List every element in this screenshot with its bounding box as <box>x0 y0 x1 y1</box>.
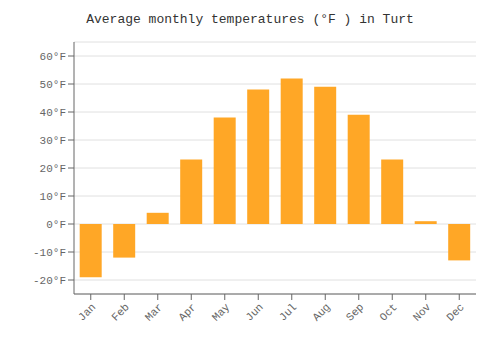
svg-text:20°F: 20°F <box>40 163 66 175</box>
svg-text:Dec: Dec <box>444 301 466 323</box>
svg-text:30°F: 30°F <box>40 135 66 147</box>
svg-text:Aug: Aug <box>310 301 332 323</box>
svg-text:Jan: Jan <box>76 301 98 323</box>
svg-text:Feb: Feb <box>109 301 131 323</box>
svg-text:60°F: 60°F <box>40 51 66 63</box>
svg-text:40°F: 40°F <box>40 107 66 119</box>
svg-text:Jul: Jul <box>277 301 299 323</box>
svg-text:-10°F: -10°F <box>33 247 66 259</box>
svg-text:Nov: Nov <box>411 301 434 324</box>
svg-text:May: May <box>210 301 233 324</box>
svg-text:Sep: Sep <box>344 301 366 323</box>
svg-text:-20°F: -20°F <box>33 275 66 287</box>
svg-text:Oct: Oct <box>377 301 399 323</box>
html-text:Average monthly temperatures (: Average monthly temperatures (°F ) in Tu… <box>86 12 414 27</box>
svg-text:50°F: 50°F <box>40 79 66 91</box>
svg-text:Apr: Apr <box>176 301 198 323</box>
svg-text:Mar: Mar <box>143 301 165 323</box>
svg-text:0°F: 0°F <box>46 219 66 231</box>
svg-text:Jun: Jun <box>243 301 265 323</box>
svg-text:10°F: 10°F <box>40 191 66 203</box>
